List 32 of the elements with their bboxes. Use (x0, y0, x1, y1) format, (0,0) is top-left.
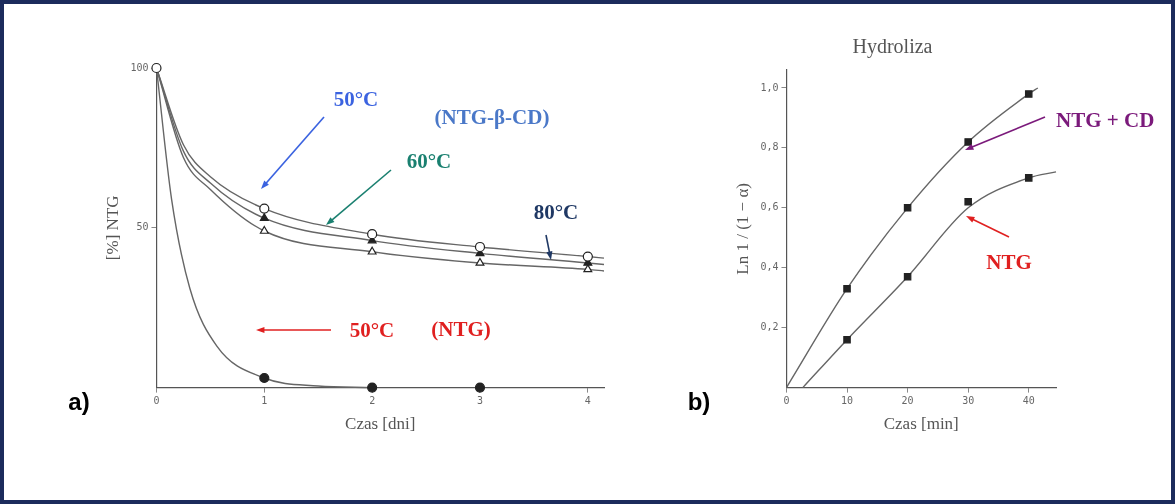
x-axis-title: Czas [min] (883, 414, 959, 434)
annotation: NTG + CD (1056, 107, 1155, 133)
x-tick-label: 0 (153, 395, 160, 407)
annotation: NTG (986, 249, 1032, 275)
annotation: (NTG) (431, 316, 491, 342)
annotation: 50°C (349, 317, 395, 343)
y-tick-label: 1,0 (760, 81, 779, 93)
text: b) (687, 388, 711, 416)
x-axis-title: Czas [dni] (345, 414, 416, 434)
x-tick-label: 0 (783, 395, 790, 407)
y-tick-label: 50 (136, 221, 149, 233)
x-tick-label: 2 (369, 395, 376, 407)
x-tick-label: 40 (1022, 395, 1035, 407)
y-axis-title: Ln 1 / (1 − α) (732, 182, 752, 275)
x-tick-label: 30 (962, 395, 975, 407)
y-axis-title: [%] NTG (102, 195, 122, 261)
x-tick-label: 20 (901, 395, 914, 407)
annotation: 50°C (333, 86, 379, 112)
y-tick-label: 0,8 (760, 141, 779, 153)
x-tick-label: 4 (584, 395, 591, 407)
text: a) (68, 388, 90, 416)
annotation: 80°C (533, 199, 579, 225)
x-tick-label: 3 (476, 395, 483, 407)
x-tick-label: 1 (261, 395, 268, 407)
x-tick-label: 10 (841, 395, 854, 407)
y-tick-label: 0,2 (760, 321, 779, 333)
annotation: (NTG-β-CD) (434, 104, 550, 130)
y-tick-label: 100 (130, 61, 149, 73)
chart-title: Hydroliza (852, 35, 933, 59)
annotation: 60°C (406, 148, 452, 174)
y-tick-label: 0,4 (760, 261, 779, 273)
y-tick-label: 0,6 (760, 201, 779, 213)
